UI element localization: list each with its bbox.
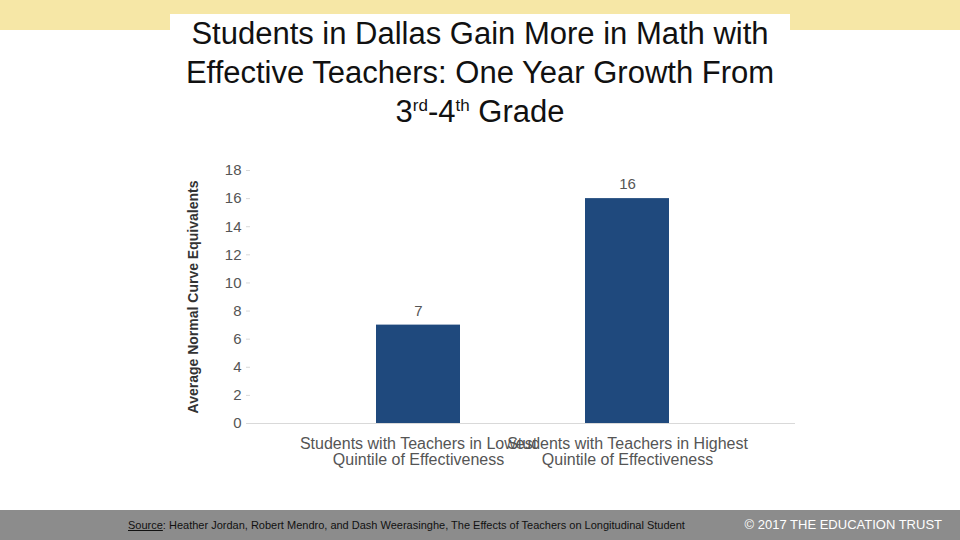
svg-text:16: 16 <box>225 189 242 206</box>
html-text:© 2017 THE EDUCATION TRUST: © 2017 THE EDUCATION TRUST <box>744 517 942 532</box>
svg-text:7: 7 <box>414 302 422 319</box>
svg-text:4: 4 <box>233 358 241 375</box>
html-text:Students in Dallas Gain More i: Students in Dallas Gain More in Math wit… <box>185 16 775 90</box>
svg-text:Average Normal Curve Equivalen: Average Normal Curve Equivalents <box>185 180 201 413</box>
svg-text:16: 16 <box>619 175 636 192</box>
svg-text:2: 2 <box>233 386 241 403</box>
svg-text:Students with Teachers in Lowe: Students with Teachers in LowestQuintile… <box>300 435 538 468</box>
svg-text:0: 0 <box>233 414 241 431</box>
svg-text:6: 6 <box>233 330 241 347</box>
svg-text:12: 12 <box>225 246 242 263</box>
svg-text:14: 14 <box>225 218 242 235</box>
html-text:3rd- 4thGrade: 3rd- 4thGrade <box>395 94 565 129</box>
html-text:Source: Heather Jordan, Robert: Source: Heather Jordan, Robert Mendro, a… <box>128 519 685 531</box>
svg-text:10: 10 <box>225 274 242 291</box>
svg-text:18: 18 <box>225 161 242 178</box>
svg-text:Students with Teachers in High: Students with Teachers in HighestQuintil… <box>507 435 748 468</box>
svg-text:8: 8 <box>233 302 241 319</box>
